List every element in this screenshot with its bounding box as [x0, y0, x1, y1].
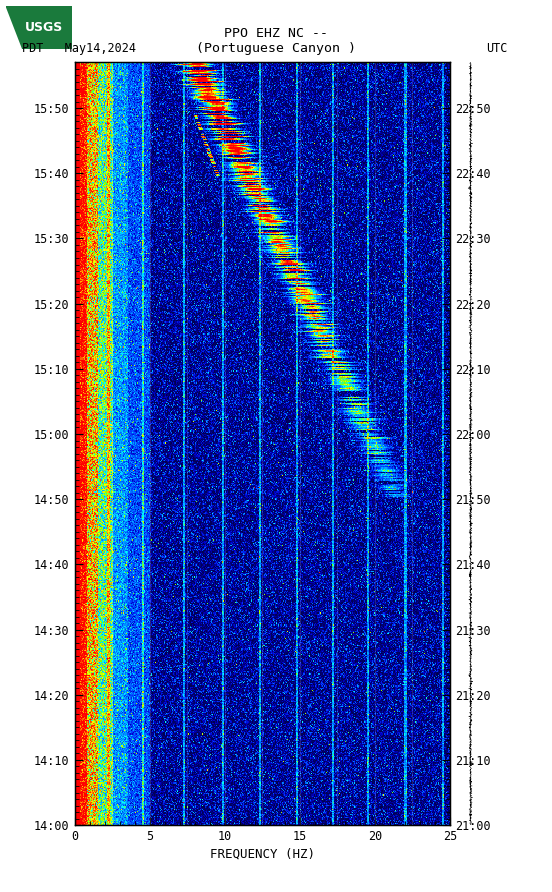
Text: PPO EHZ NC --: PPO EHZ NC -- [224, 27, 328, 40]
Text: PDT   May14,2024: PDT May14,2024 [22, 42, 136, 55]
Text: USGS: USGS [25, 21, 63, 34]
Polygon shape [6, 6, 22, 49]
Text: (Portuguese Canyon ): (Portuguese Canyon ) [196, 42, 356, 55]
X-axis label: FREQUENCY (HZ): FREQUENCY (HZ) [210, 847, 315, 860]
Text: UTC: UTC [486, 42, 507, 55]
